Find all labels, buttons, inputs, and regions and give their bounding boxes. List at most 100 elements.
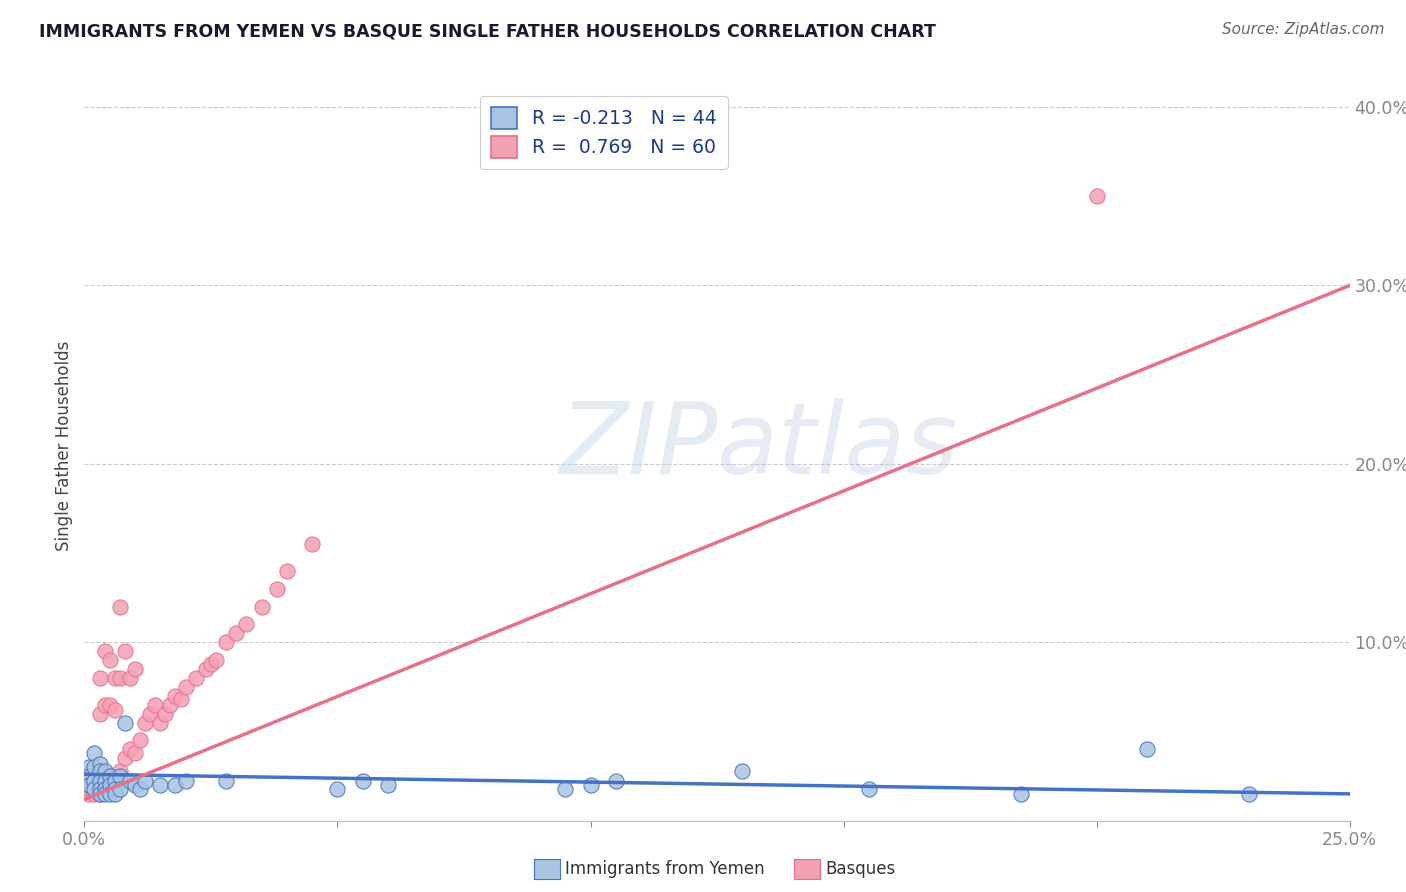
Text: atlas: atlas [717,398,959,494]
Point [129,733,152,747]
Point [174,774,197,789]
Point [215,774,238,789]
Point [79,769,101,783]
Point [79,787,101,801]
Point [1010,787,1032,801]
Point [118,774,141,789]
Point [108,599,131,614]
Point [124,778,146,792]
Point [83,769,105,783]
Point [93,764,115,778]
Point [352,774,374,789]
Point [98,769,121,783]
Point [79,781,101,796]
Point [89,756,111,771]
Point [205,653,228,667]
Point [124,746,146,760]
Point [89,671,111,685]
Text: Basques: Basques [825,860,896,878]
Point [114,751,136,765]
Point [89,781,111,796]
Point [93,644,115,658]
Text: IMMIGRANTS FROM YEMEN VS BASQUE SINGLE FATHER HOUSEHOLDS CORRELATION CHART: IMMIGRANTS FROM YEMEN VS BASQUE SINGLE F… [39,22,936,40]
Point [605,774,627,789]
Point [377,778,399,792]
Point [93,787,115,801]
Point [114,715,136,730]
Point [326,781,349,796]
Point [93,781,115,796]
Point [1237,787,1260,801]
Point [89,774,111,789]
Point [79,769,101,783]
Point [79,760,101,774]
Point [301,537,323,551]
Point [731,764,754,778]
Point [118,742,141,756]
Point [83,764,105,778]
Point [79,774,101,789]
Point [98,769,121,783]
Point [108,781,131,796]
Point [89,764,111,778]
Point [139,706,162,721]
Point [194,662,217,676]
Point [89,774,111,789]
Point [134,715,156,730]
Point [93,781,115,796]
Point [235,617,257,632]
Point [159,698,181,712]
Point [276,564,298,578]
Point [79,778,101,792]
Point [79,778,101,792]
Point [104,703,127,717]
Point [104,781,127,796]
Point [114,644,136,658]
Point [98,778,121,792]
Point [89,764,111,778]
Point [93,774,115,789]
Point [108,769,131,783]
Point [165,778,187,792]
Point [89,706,111,721]
Point [104,774,127,789]
Point [83,760,105,774]
Point [98,653,121,667]
Point [104,671,127,685]
Point [858,781,880,796]
Y-axis label: Single Father Households: Single Father Households [55,341,73,551]
Point [165,689,187,703]
Point [89,787,111,801]
Point [155,706,177,721]
Point [149,778,172,792]
Point [149,715,172,730]
Text: Immigrants from Yemen: Immigrants from Yemen [565,860,765,878]
Text: ZIP: ZIP [558,398,717,494]
Point [83,746,105,760]
Point [104,774,127,789]
Point [108,764,131,778]
Point [134,774,156,789]
Point [579,778,602,792]
Legend: R = -0.213   N = 44, R =  0.769   N = 60: R = -0.213 N = 44, R = 0.769 N = 60 [479,95,728,169]
Point [98,778,121,792]
Point [250,599,273,614]
Point [200,657,222,671]
Point [83,781,105,796]
Text: Source: ZipAtlas.com: Source: ZipAtlas.com [1222,22,1385,37]
Point [266,582,288,596]
Point [184,671,207,685]
Point [108,671,131,685]
Point [93,774,115,789]
Point [174,680,197,694]
Point [98,698,121,712]
Point [1085,189,1108,203]
Point [124,662,146,676]
Point [215,635,238,649]
Point [89,781,111,796]
Point [104,787,127,801]
Point [225,626,247,640]
Point [83,778,105,792]
Point [83,774,105,789]
Point [98,787,121,801]
